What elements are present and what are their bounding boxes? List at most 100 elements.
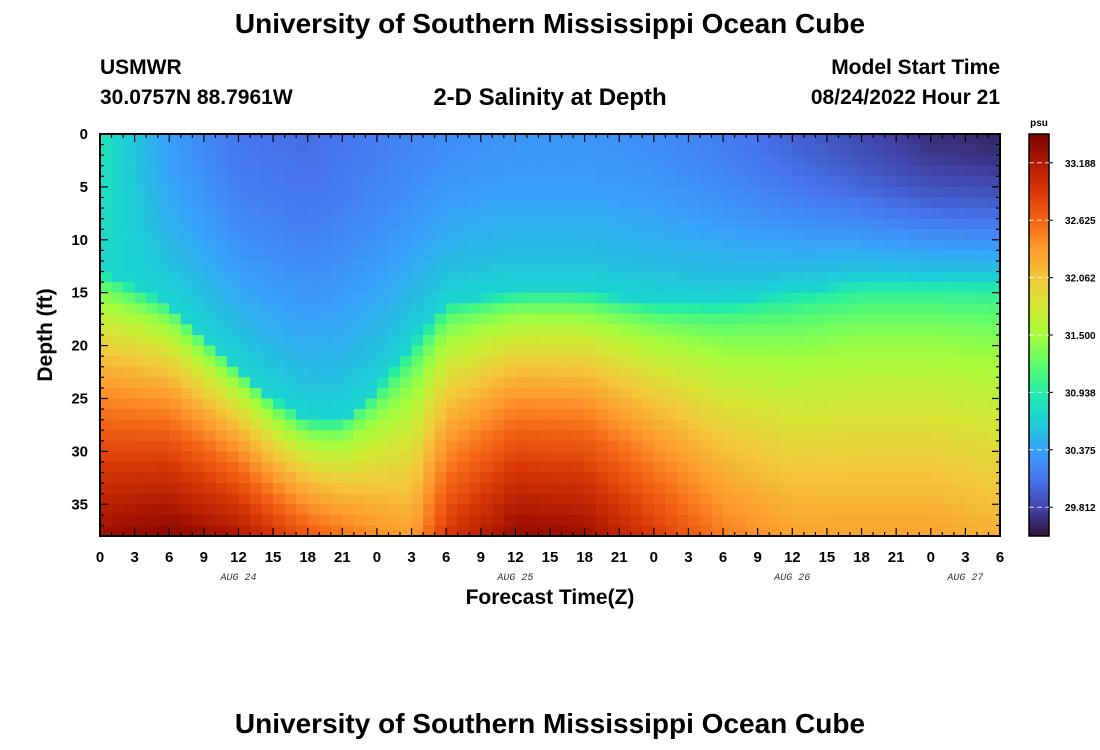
heatmap-cell xyxy=(942,134,955,146)
heatmap-cell xyxy=(100,514,113,527)
heatmap-cell xyxy=(976,345,990,357)
heatmap-cell xyxy=(988,176,1001,188)
heatmap-cell xyxy=(169,483,182,495)
heatmap-cell xyxy=(353,345,366,357)
heatmap-cell xyxy=(423,377,436,389)
heatmap-cell xyxy=(769,335,782,347)
heatmap-cell xyxy=(284,493,297,505)
heatmap-cell xyxy=(550,324,563,336)
heatmap-cell xyxy=(665,356,678,368)
heatmap-cell xyxy=(400,398,413,410)
heatmap-cell xyxy=(850,493,863,505)
heatmap-cell xyxy=(515,260,528,273)
heatmap-cell xyxy=(607,483,620,495)
heatmap-cell xyxy=(146,250,159,262)
heatmap-cell xyxy=(215,313,228,326)
heatmap-cell xyxy=(653,335,666,347)
heatmap-cell xyxy=(307,419,320,431)
heatmap-cell xyxy=(342,134,355,146)
heatmap-cell xyxy=(446,218,459,230)
heatmap-cell xyxy=(146,387,159,400)
heatmap-cell xyxy=(676,356,690,368)
heatmap-cell xyxy=(930,239,943,251)
heatmap-cell xyxy=(457,419,470,431)
heatmap-cell xyxy=(688,525,701,537)
heatmap-cell xyxy=(134,387,147,400)
heatmap-cell xyxy=(307,377,320,389)
heatmap-cell xyxy=(723,292,736,304)
heatmap-cell xyxy=(250,176,263,188)
heatmap-cell xyxy=(388,514,401,527)
heatmap-cell xyxy=(388,282,401,294)
heatmap-cell xyxy=(273,493,286,505)
heatmap-cell xyxy=(896,451,909,463)
heatmap-cell xyxy=(965,398,978,410)
heatmap-cell xyxy=(123,176,136,188)
heatmap-cell xyxy=(376,461,390,474)
heatmap-cell xyxy=(619,134,632,146)
heatmap-cell xyxy=(803,239,816,251)
heatmap-cell xyxy=(526,260,540,273)
heatmap-cell xyxy=(319,229,332,241)
heatmap-cell xyxy=(803,419,816,431)
heatmap-cell xyxy=(515,419,528,431)
heatmap-cell xyxy=(365,144,378,156)
heatmap-cell xyxy=(146,366,159,378)
heatmap-cell xyxy=(584,335,597,347)
heatmap-cell xyxy=(365,472,378,484)
heatmap-cell xyxy=(492,398,505,410)
heatmap-cell xyxy=(942,313,955,326)
heatmap-cell xyxy=(723,356,736,368)
heatmap-cell xyxy=(838,504,851,516)
heatmap-cell xyxy=(769,430,782,442)
heatmap-cell xyxy=(873,271,886,283)
heatmap-cell xyxy=(919,514,932,527)
heatmap-cell xyxy=(584,483,597,495)
heatmap-cell xyxy=(907,472,920,484)
heatmap-cell xyxy=(665,260,678,273)
heatmap-cell xyxy=(792,324,805,336)
heatmap-cell xyxy=(273,313,286,326)
heatmap-cell xyxy=(480,313,493,326)
heatmap-cell xyxy=(919,387,932,400)
heatmap-cell xyxy=(226,419,240,431)
heatmap-cell xyxy=(907,356,920,368)
heatmap-cell xyxy=(965,197,978,209)
heatmap-cell xyxy=(769,366,782,378)
heatmap-cell xyxy=(792,218,805,230)
heatmap-cell xyxy=(376,260,390,273)
heatmap-cell xyxy=(838,218,851,230)
heatmap-cell xyxy=(942,271,955,283)
heatmap-cell xyxy=(423,335,436,347)
heatmap-cell xyxy=(492,525,505,537)
heatmap-cell xyxy=(100,366,113,378)
heatmap-cell xyxy=(896,335,909,347)
heatmap-cell xyxy=(146,260,159,273)
heatmap-cell xyxy=(723,493,736,505)
heatmap-cell xyxy=(803,409,816,421)
heatmap-cell xyxy=(123,239,136,251)
heatmap-cell xyxy=(653,271,666,283)
heatmap-cell xyxy=(411,186,424,199)
heatmap-cell xyxy=(492,176,505,188)
heatmap-cell xyxy=(550,134,563,146)
heatmap-cell xyxy=(619,282,632,294)
heatmap-cell xyxy=(838,260,851,273)
heatmap-cell xyxy=(469,176,482,188)
heatmap-cell xyxy=(861,176,874,188)
heatmap-cell xyxy=(307,387,320,400)
heatmap-cell xyxy=(434,218,447,230)
heatmap-cell xyxy=(734,440,747,452)
heatmap-cell xyxy=(365,525,378,537)
heatmap-cell xyxy=(619,377,632,389)
heatmap-cell xyxy=(792,514,805,527)
heatmap-cell xyxy=(503,313,516,326)
heatmap-cell xyxy=(492,324,505,336)
heatmap-cell xyxy=(515,282,528,294)
heatmap-cell xyxy=(538,144,551,156)
heatmap-cell xyxy=(723,525,736,537)
heatmap-cell xyxy=(111,461,124,474)
heatmap-cell xyxy=(307,356,320,368)
heatmap-cell xyxy=(250,451,263,463)
heatmap-cell xyxy=(503,451,516,463)
